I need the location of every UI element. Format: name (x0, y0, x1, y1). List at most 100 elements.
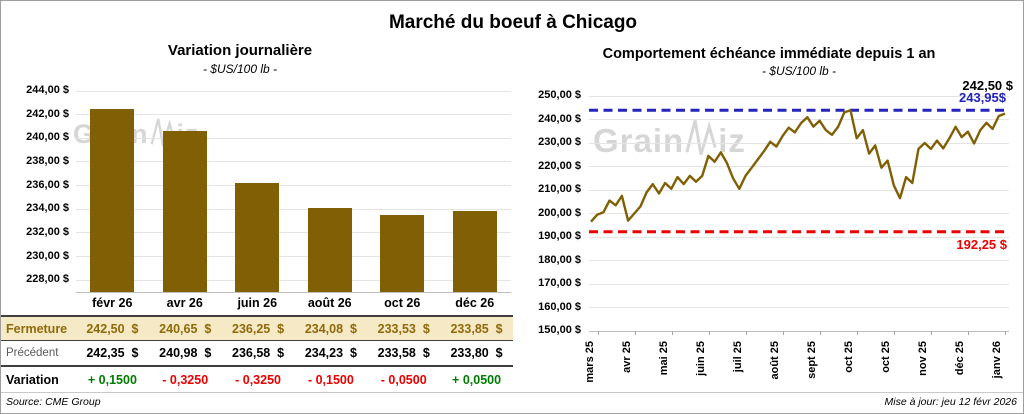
watermark-text: iz (718, 122, 746, 159)
y-axis-tick-label: 190,00 $ (538, 230, 581, 242)
last-price-label: 242,50 $ (962, 78, 1013, 93)
table-cell: 234,23 $ (304, 346, 357, 360)
x-axis-tick (598, 331, 599, 335)
table-cell: 236,58 $ (232, 346, 285, 360)
table-cell: + 0,0500 (452, 373, 502, 387)
x-axis-label: juin 26 (237, 296, 278, 310)
grid-line (76, 161, 511, 163)
bar-févr 26 (90, 108, 135, 292)
y-axis-tick-label: 180,00 $ (538, 253, 581, 266)
bar-chart-title: Variation journalière (167, 42, 313, 59)
x-axis-label: juin 25 (695, 341, 707, 376)
table-row-precedent: Précédent 242,35 $ 240,98 $ 236,58 $ 234,23 … (1, 341, 513, 367)
y-axis-tick-label: 228,00 $ (26, 273, 69, 286)
grid-line (589, 236, 1009, 238)
bar-chart-subtitle: - $US/100 lb - (202, 62, 278, 76)
x-axis-label: mai 25 (658, 341, 670, 376)
y-axis-tick-label: 234,00 $ (26, 202, 69, 215)
grid-line (76, 256, 511, 258)
table-cell: 233,80 $ (450, 346, 503, 360)
grid-line (76, 90, 511, 92)
grid-line (76, 279, 511, 281)
x-axis-label: avr 26 (166, 296, 203, 310)
row-label: Variation (6, 373, 59, 387)
grid-line (589, 307, 1009, 308)
table-cell: - 0,3250 (235, 373, 281, 387)
y-axis-tick-label: 250,00 $ (538, 89, 581, 101)
row-label: Fermeture (6, 321, 68, 336)
x-axis-label: févr 26 (92, 296, 133, 310)
y-axis-tick-label: 200,00 $ (538, 206, 581, 219)
table-cell: 234,08 $ (304, 321, 357, 336)
x-axis-label: janv 26 (991, 341, 1003, 379)
x-axis-tick (746, 331, 747, 335)
table-cell: 236,25 $ (232, 321, 285, 336)
grid-line (589, 119, 1009, 120)
row-label: Précédent (6, 347, 59, 359)
source-note: Source: CME Group (6, 396, 101, 408)
y-axis-tick-label: 160,00 $ (538, 300, 581, 313)
watermark-text: Grain (593, 122, 685, 159)
x-axis-label: déc 25 (954, 341, 966, 376)
table-cell: 242,35 $ (86, 346, 139, 360)
y-axis-tick-label: 170,00 $ (538, 277, 581, 289)
y-axis-tick-label: 150,00 $ (538, 324, 581, 336)
x-axis-line (589, 331, 1009, 332)
y-axis-tick-label: 242,00 $ (26, 107, 69, 120)
x-axis-tick (1005, 331, 1006, 335)
grid-line (589, 213, 1009, 214)
bar-août 26 (307, 208, 352, 292)
x-axis-label: oct 25 (843, 341, 855, 373)
y-axis-tick-label: 210,00 $ (538, 183, 581, 195)
line-chart-subtitle: - $US/100 lb - (761, 64, 837, 78)
grid-line (589, 260, 1009, 261)
x-axis-label: nov 25 (917, 341, 929, 376)
low-reference-label: 192,25 $ (956, 237, 1007, 252)
table-cell: 233,58 $ (377, 346, 430, 360)
x-axis-label: mars 25 (584, 341, 596, 383)
grid-line (589, 95, 1009, 97)
footer-divider (1, 392, 1023, 393)
table-row-variation: Variation + 0,1500 - 0,3250 - 0,3250 - 0,150… (1, 367, 513, 393)
bar-oct 26 (380, 214, 425, 292)
x-axis-tick (968, 331, 969, 335)
table-cell: 233,53 $ (377, 321, 430, 336)
table-cell: 233,85 $ (450, 321, 503, 336)
grid-line (76, 185, 511, 187)
table-cell: - 0,1500 (307, 373, 354, 387)
bar-avr 26 (162, 130, 207, 292)
page-title: Marché du boeuf à Chicago (388, 12, 638, 33)
y-axis-tick-label: 240,00 $ (26, 131, 69, 144)
x-axis-line (76, 292, 511, 293)
x-axis-tick (635, 331, 636, 335)
grid-line (589, 189, 1009, 191)
x-axis-label: déc 26 (455, 296, 495, 310)
x-axis-tick (931, 331, 932, 335)
grid-line (76, 114, 511, 116)
x-axis-label: oct 25 (880, 341, 892, 373)
table-cell: 240,65 $ (159, 321, 212, 336)
table-cell: + 0,1500 (87, 373, 137, 387)
x-axis-tick (672, 331, 673, 335)
high-reference-label: 243,95$ (959, 90, 1006, 105)
bar-déc 26 (452, 211, 497, 292)
y-axis-tick-label: 244,00 $ (26, 84, 69, 96)
x-axis-label: avr 25 (621, 341, 633, 373)
futures-table: Fermeture 242,50 $ 240,65 $ 236,25 $ 234,08 … (1, 315, 513, 393)
x-axis-label: août 25 (769, 341, 781, 380)
price-series (590, 109, 1006, 223)
x-axis-tick (709, 331, 710, 335)
table-cell: 240,98 $ (159, 346, 212, 360)
grid-line (589, 142, 1009, 144)
grid-line (76, 232, 511, 234)
x-axis-tick (820, 331, 821, 335)
y-axis-tick-label: 230,00 $ (26, 249, 69, 262)
x-axis-label: juil 25 (732, 341, 744, 373)
table-cell: - 0,0500 (380, 373, 427, 387)
grid-line (76, 208, 511, 210)
x-axis-tick (894, 331, 895, 335)
grid-line (589, 166, 1009, 167)
y-axis-tick-label: 240,00 $ (538, 112, 581, 125)
y-axis-tick-label: 238,00 $ (26, 154, 69, 167)
